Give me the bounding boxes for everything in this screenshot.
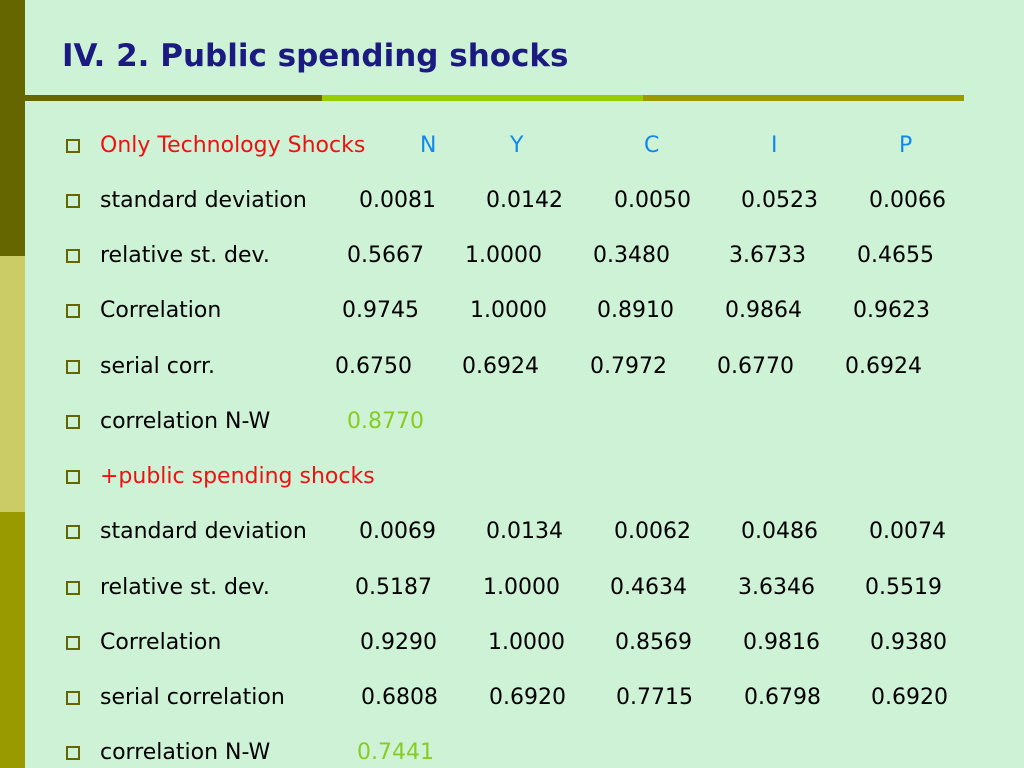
square-bullet-icon: [66, 415, 80, 429]
value-c: 0.3480: [593, 243, 670, 268]
value-c: 0.0062: [614, 519, 691, 544]
value-c: 0.7715: [616, 685, 693, 710]
sidebar-stripe-light: [0, 256, 25, 512]
value-i: 3.6733: [729, 243, 806, 268]
square-bullet-icon: [66, 636, 80, 650]
header-i: I: [771, 133, 778, 158]
value-p: 0.9623: [853, 298, 930, 323]
value-p: 0.0074: [869, 519, 946, 544]
value-n: 0.5667: [347, 243, 424, 268]
header-n: N: [420, 133, 437, 158]
square-bullet-icon: [66, 581, 80, 595]
value-i: 3.6346: [738, 575, 815, 600]
value-i: 0.0486: [741, 519, 818, 544]
value-nw-correlation: 0.8770: [347, 409, 424, 434]
value-c: 0.8569: [615, 630, 692, 655]
square-bullet-icon: [66, 691, 80, 705]
square-bullet-icon: [66, 746, 80, 760]
value-y: 0.6920: [489, 685, 566, 710]
square-bullet-icon: [66, 249, 80, 263]
row-label: correlation N-W: [100, 740, 271, 765]
row-label: standard deviation: [100, 519, 307, 544]
row-label: serial corr.: [100, 354, 215, 379]
value-n: 0.0069: [359, 519, 436, 544]
value-c: 0.0050: [614, 188, 691, 213]
value-c: 0.8910: [597, 298, 674, 323]
value-p: 0.6924: [845, 354, 922, 379]
value-i: 0.6798: [744, 685, 821, 710]
header-p: P: [899, 133, 913, 158]
title-rule-segment-olive: [643, 95, 964, 101]
value-y: 0.0142: [486, 188, 563, 213]
value-n: 0.9745: [342, 298, 419, 323]
value-y: 1.0000: [465, 243, 542, 268]
value-p: 0.0066: [869, 188, 946, 213]
sidebar-stripe-olive: [0, 512, 25, 768]
title-rule-segment-green: [322, 95, 643, 101]
row-label: correlation N-W: [100, 409, 271, 434]
value-p: 0.4655: [857, 243, 934, 268]
value-y: 1.0000: [488, 630, 565, 655]
row-label: relative st. dev.: [100, 575, 270, 600]
value-nw-correlation: 0.7441: [357, 740, 434, 765]
value-y: 0.0134: [486, 519, 563, 544]
value-n: 0.0081: [359, 188, 436, 213]
row-label: standard deviation: [100, 188, 307, 213]
square-bullet-icon: [66, 304, 80, 318]
row-label: relative st. dev.: [100, 243, 270, 268]
value-n: 0.6808: [361, 685, 438, 710]
header-c: C: [644, 133, 660, 158]
square-bullet-icon: [66, 525, 80, 539]
value-i: 0.0523: [741, 188, 818, 213]
value-i: 0.9816: [743, 630, 820, 655]
square-bullet-icon: [66, 139, 80, 153]
header-y: Y: [510, 133, 524, 158]
value-y: 1.0000: [470, 298, 547, 323]
value-c: 0.4634: [610, 575, 687, 600]
value-p: 0.6920: [871, 685, 948, 710]
slide-title: IV. 2. Public spending shocks: [62, 38, 569, 74]
row-label: Correlation: [100, 298, 222, 323]
square-bullet-icon: [66, 194, 80, 208]
section-label-technology: Only Technology Shocks: [100, 133, 366, 158]
square-bullet-icon: [66, 360, 80, 374]
row-label: Correlation: [100, 630, 222, 655]
value-y: 1.0000: [483, 575, 560, 600]
row-label: serial correlation: [100, 685, 285, 710]
section-label-public-spending: +public spending shocks: [100, 464, 375, 489]
value-n: 0.9290: [360, 630, 437, 655]
value-n: 0.6750: [335, 354, 412, 379]
value-y: 0.6924: [462, 354, 539, 379]
title-rule-segment-dark: [25, 95, 322, 101]
value-n: 0.5187: [355, 575, 432, 600]
value-c: 0.7972: [590, 354, 667, 379]
value-p: 0.5519: [865, 575, 942, 600]
value-i: 0.9864: [725, 298, 802, 323]
square-bullet-icon: [66, 470, 80, 484]
value-p: 0.9380: [870, 630, 947, 655]
sidebar-stripe-dark: [0, 0, 25, 256]
value-i: 0.6770: [717, 354, 794, 379]
